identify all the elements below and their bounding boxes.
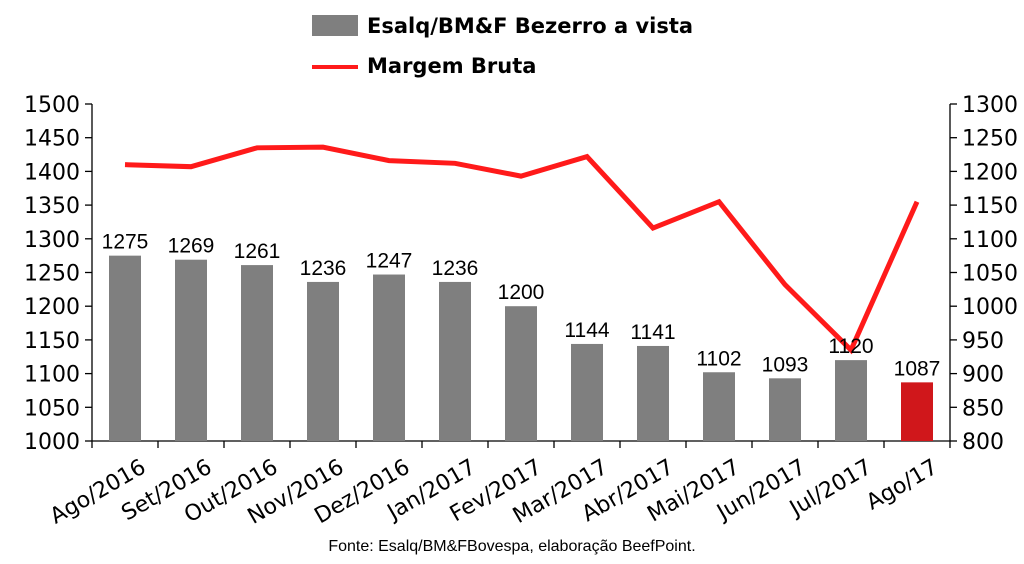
source-note: Fonte: Esalq/BM&FBovespa, elaboração Bee… bbox=[328, 538, 696, 555]
bar bbox=[901, 382, 933, 441]
y-right-tick-label: 800 bbox=[962, 430, 1004, 455]
bar bbox=[109, 255, 141, 441]
bar bbox=[571, 343, 603, 441]
y-left-tick-label: 1250 bbox=[24, 262, 80, 287]
margin-line bbox=[124, 144, 920, 355]
bar-value-label: 1200 bbox=[498, 281, 545, 304]
y-left-tick-label: 1350 bbox=[24, 194, 80, 219]
y-right-tick-label: 1100 bbox=[962, 228, 1018, 253]
y-left-tick-label: 1000 bbox=[24, 430, 80, 455]
y-left-tick-label: 1500 bbox=[24, 93, 80, 118]
bar-value-label: 1236 bbox=[300, 257, 347, 280]
bar bbox=[175, 259, 207, 441]
chart: Esalq/BM&F Bezerro a vista Margem Bruta … bbox=[24, 14, 1018, 530]
bar-value-label: 1144 bbox=[564, 319, 609, 342]
y-right-tick-label: 1300 bbox=[962, 93, 1018, 118]
y-right-tick-label: 1000 bbox=[962, 295, 1018, 320]
y-left-tick-label: 1450 bbox=[24, 127, 80, 152]
legend-swatch-bar bbox=[312, 15, 358, 36]
bars bbox=[109, 255, 933, 441]
bar-value-label: 1093 bbox=[762, 353, 809, 376]
y-left-tick-label: 1200 bbox=[24, 295, 80, 320]
y-right-tick-label: 950 bbox=[962, 329, 1004, 354]
bar bbox=[703, 372, 735, 441]
y-right-tick-label: 1200 bbox=[962, 160, 1018, 185]
bar bbox=[307, 281, 339, 441]
y-left-tick-label: 1100 bbox=[24, 363, 80, 388]
y-left-tick-label: 1150 bbox=[24, 329, 80, 354]
bar-value-label: 1269 bbox=[168, 235, 215, 258]
y-right-tick-label: 1150 bbox=[962, 194, 1018, 219]
bar bbox=[373, 274, 405, 441]
bar-value-label: 1261 bbox=[234, 240, 281, 263]
bar-value-label: 1236 bbox=[432, 257, 479, 280]
legend-label-line: Margem Bruta bbox=[367, 54, 536, 78]
margin-series-line bbox=[124, 144, 920, 355]
y-right-tick-label: 1250 bbox=[962, 127, 1018, 152]
y-right-tick-label: 850 bbox=[962, 396, 1004, 421]
bar-value-label: 1247 bbox=[366, 250, 413, 273]
bar-value-label: 1141 bbox=[630, 321, 675, 344]
bar bbox=[637, 345, 669, 441]
bar bbox=[241, 265, 273, 441]
bar bbox=[769, 378, 801, 441]
legend: Esalq/BM&F Bezerro a vista Margem Bruta bbox=[312, 14, 693, 78]
y-left-tick-label: 1300 bbox=[24, 228, 80, 253]
bar-value-label: 1102 bbox=[696, 347, 741, 370]
bar-value-label: 1120 bbox=[828, 335, 873, 358]
y-left-tick-label: 1400 bbox=[24, 160, 80, 185]
y-right-tick-label: 1050 bbox=[962, 262, 1018, 287]
bar bbox=[505, 306, 537, 441]
y-right-tick-label: 900 bbox=[962, 363, 1004, 388]
bar bbox=[835, 360, 867, 441]
x-tick-label: Ago/17 bbox=[862, 455, 942, 516]
bar-value-label: 1087 bbox=[894, 357, 941, 380]
data-labels: 1275 1269 1261 1236 1247 1236 1200 1144 1141 1102… bbox=[102, 231, 941, 381]
y-left-tick-label: 1050 bbox=[24, 396, 80, 421]
legend-label-bar: Esalq/BM&F Bezerro a vista bbox=[367, 14, 693, 38]
bar bbox=[439, 281, 471, 441]
bar-value-label: 1275 bbox=[102, 231, 149, 254]
